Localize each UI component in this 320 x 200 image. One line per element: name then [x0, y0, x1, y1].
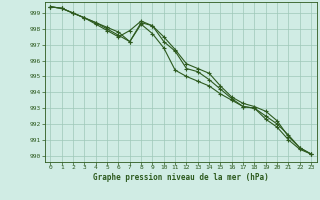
X-axis label: Graphe pression niveau de la mer (hPa): Graphe pression niveau de la mer (hPa) — [93, 173, 269, 182]
